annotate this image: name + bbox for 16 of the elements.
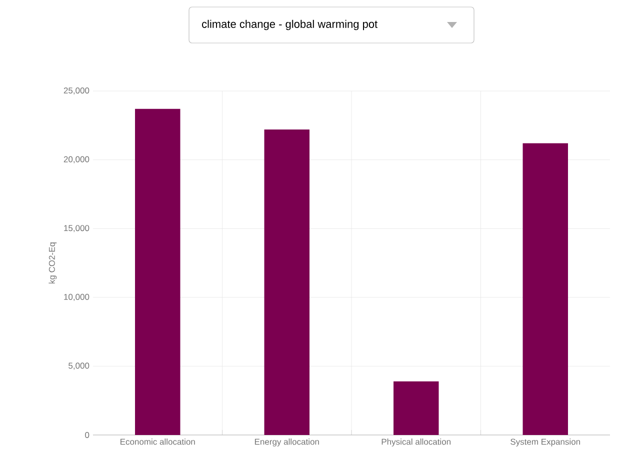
bar: [264, 130, 310, 435]
y-tick-label: 5,000: [68, 362, 90, 370]
y-tick-label: 15,000: [64, 225, 90, 232]
x-tick-label: Economic allocation: [120, 438, 195, 445]
chart-title: climate change - global warming pot: [202, 20, 378, 30]
bar: [135, 108, 180, 435]
x-tick-label: System Expansion: [510, 438, 580, 446]
y-tick-label: 10,000: [64, 294, 90, 301]
x-tick-label: Energy allocation: [254, 438, 319, 446]
y-tick-label: 0: [85, 432, 90, 438]
y-tick-label: 20,000: [64, 156, 90, 164]
bar: [522, 143, 568, 435]
x-tick-label: Physical allocation: [382, 438, 451, 446]
bar: [394, 381, 439, 435]
y-tick-label: 25,000: [64, 87, 90, 94]
y-axis-title: kg CO2-Eq: [48, 242, 57, 284]
